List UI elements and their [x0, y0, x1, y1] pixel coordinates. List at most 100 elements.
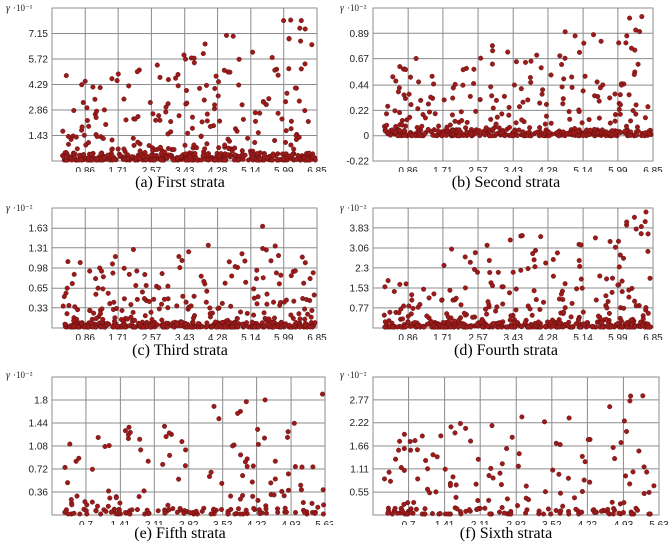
data-point: [105, 503, 111, 509]
data-point: [566, 109, 572, 115]
data-point: [597, 273, 603, 279]
data-point: [523, 483, 529, 489]
data-point: [191, 60, 197, 66]
data-point: [562, 281, 568, 287]
data-point: [228, 493, 234, 499]
data-point: [69, 502, 75, 508]
data-point: [115, 323, 121, 329]
data-point: [283, 99, 289, 105]
data-point: [298, 482, 304, 488]
x-tick-label: 5.14: [573, 166, 593, 172]
data-point: [633, 226, 639, 232]
data-point: [498, 482, 504, 488]
data-point: [612, 244, 618, 250]
data-point: [524, 132, 530, 138]
data-point: [578, 242, 584, 248]
data-point: [302, 108, 308, 114]
data-point: [240, 473, 246, 479]
data-point: [471, 80, 477, 86]
data-point: [504, 496, 510, 502]
data-point: [283, 139, 289, 145]
data-point: [592, 235, 598, 241]
data-point: [513, 286, 519, 292]
data-point: [568, 314, 574, 320]
data-point: [536, 508, 542, 514]
data-point: [211, 506, 217, 512]
data-point: [71, 271, 77, 277]
data-point: [228, 303, 234, 309]
data-point: [65, 511, 71, 517]
data-point: [460, 132, 466, 138]
data-point: [177, 505, 183, 511]
data-point: [71, 107, 77, 113]
data-point: [293, 509, 299, 515]
data-point: [450, 131, 456, 137]
data-point: [156, 285, 162, 291]
data-point: [473, 481, 479, 487]
data-point: [388, 478, 394, 484]
data-point: [603, 316, 609, 322]
data-point: [161, 423, 167, 429]
data-point: [438, 433, 444, 439]
data-point: [301, 280, 307, 286]
data-point: [253, 276, 259, 282]
data-point: [395, 510, 401, 516]
y-axis-label: γ ·10⁻²: [340, 370, 367, 381]
x-tick-label: 0.7: [402, 520, 416, 525]
data-point: [638, 231, 644, 237]
data-point: [562, 305, 568, 311]
data-point: [274, 157, 280, 163]
data-point: [504, 324, 510, 330]
data-point: [250, 493, 256, 499]
y-axis-label: γ ·10⁻¹: [6, 3, 33, 14]
data-point: [392, 108, 398, 114]
data-point: [251, 295, 257, 301]
data-point: [227, 69, 233, 75]
data-point: [93, 507, 99, 513]
data-point: [527, 125, 533, 131]
data-point: [525, 324, 531, 330]
data-point: [609, 132, 615, 138]
data-point: [513, 120, 519, 126]
data-point: [619, 278, 625, 284]
data-point: [154, 62, 160, 68]
data-point: [603, 293, 609, 299]
data-point: [219, 300, 225, 306]
data-point: [309, 42, 315, 48]
data-point: [84, 105, 90, 111]
data-point: [62, 464, 68, 470]
data-point: [576, 107, 582, 113]
data-point: [464, 119, 470, 125]
data-point: [320, 511, 326, 517]
data-point: [176, 113, 182, 119]
data-point: [382, 284, 388, 290]
x-tick-label: 5.99: [274, 333, 294, 340]
data-point: [189, 114, 195, 120]
data-point: [181, 510, 187, 516]
data-point: [397, 64, 403, 70]
data-point: [236, 157, 242, 163]
data-point: [401, 132, 407, 138]
data-point: [646, 511, 652, 517]
data-point: [212, 157, 218, 163]
data-point: [489, 423, 495, 429]
y-tick-label: 2.77: [350, 395, 370, 406]
data-point: [278, 272, 284, 278]
data-point: [395, 89, 401, 95]
data-point: [168, 119, 174, 125]
data-point: [286, 487, 292, 493]
data-point: [539, 91, 545, 97]
data-point: [186, 249, 192, 255]
data-point: [249, 479, 255, 485]
data-point: [561, 309, 567, 315]
data-point: [633, 111, 639, 117]
data-point: [594, 79, 600, 85]
data-point: [121, 296, 127, 302]
data-point: [542, 121, 548, 127]
data-point: [225, 152, 231, 158]
data-point: [243, 279, 249, 285]
data-point: [468, 438, 474, 444]
data-point: [513, 59, 519, 65]
data-point: [490, 48, 496, 54]
data-point: [75, 307, 81, 313]
